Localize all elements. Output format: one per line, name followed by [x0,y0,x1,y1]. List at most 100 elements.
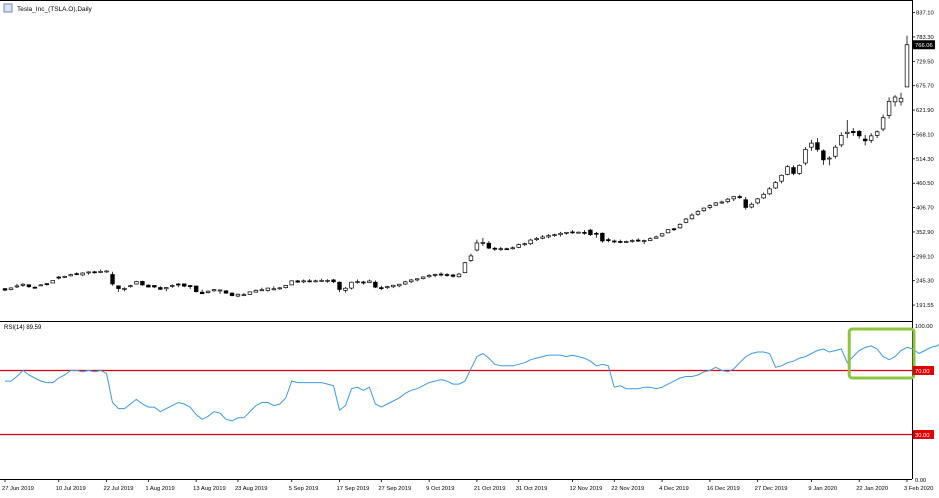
candle-up [845,131,850,134]
candle-up [773,182,778,189]
candle-up [134,281,139,285]
candle-up [540,236,545,239]
candle-down [176,283,181,286]
candle-up [462,262,468,274]
price-axis-tick-label: 299.10 [916,254,934,260]
candle-down [570,231,575,234]
price-axis: 191.55 245.30 299.10 352.90 406.70 460.50 514.… [912,11,935,309]
price-panel[interactable]: 191.55 245.30 299.10 352.90 406.70 460.50 514.… [0,0,935,479]
candle-up [205,290,211,293]
candle-up [468,255,474,261]
price-axis-tick-label: 675.70 [916,84,934,90]
candle-up [414,278,420,281]
candle-up [665,229,671,234]
rsi-panel[interactable]: RSI(14) 89.59 100.00 0.00 70.00 30.00 [0,324,939,484]
candle-up [480,241,486,244]
time-axis-tick-label: 22 Nov 2019 [611,486,644,492]
time-axis-tick-label: 27 Dec 2019 [755,486,788,492]
candle-up [653,236,659,239]
candle-up [695,211,701,215]
price-axis-tick-label: 406.70 [916,206,934,212]
candle-up [50,280,55,284]
last-price-label: 766.06 [915,43,933,49]
candle-down [182,283,187,287]
candle-up [833,146,838,157]
candle-up [456,273,462,278]
candle-down [582,232,587,234]
rsi-label: RSI(14) 89.59 [4,325,42,331]
candle-up [301,280,306,283]
candle-up [247,291,253,295]
time-axis-tick-label: 13 Aug 2019 [193,486,226,492]
rsi-highlight-box [847,327,916,380]
price-axis-tick-label: 245.30 [916,279,934,285]
candle-up [241,294,247,297]
rsi-series-line [5,343,939,422]
candle-down [671,228,677,231]
candle-up [904,44,910,88]
candle-up [707,205,713,208]
candle-down [152,285,157,288]
candle-up [271,288,277,291]
time-axis-tick-label: 31 Oct 2019 [516,486,548,492]
candle-up [809,142,814,148]
rsi-level-30-badge [913,430,934,439]
candle-down [492,247,498,250]
price-axis-tick-label: 621.90 [916,108,934,114]
candle-up [391,284,396,288]
candle-up [408,279,414,283]
candle-down [26,284,32,288]
candle-up [211,289,217,292]
candle-down [56,276,61,279]
time-axis-tick-label: 10 Jul 2019 [56,486,86,492]
candle-up [534,238,539,240]
candle-up [343,287,348,291]
time-axis-tick-label: 9 Oct 2019 [426,486,454,492]
candle-up [797,164,802,174]
candle-down [450,274,456,277]
chart-header: Tesla_Inc_(TSLA.O),Daily [3,3,93,13]
candle-up [265,287,271,291]
candle-down [295,280,300,283]
time-axis-tick-label: 27 Jun 2019 [2,486,34,492]
candle-down [74,273,79,275]
candle-up [624,241,629,243]
rsi-level-70-label: 70.00 [915,369,930,375]
candle-down [32,286,38,289]
candle-down [618,241,623,243]
candle-up [630,240,635,242]
price-axis-tick-label: 837.10 [916,11,934,17]
candle-down [307,280,312,283]
candle-down [187,285,193,287]
candle-down [606,239,611,241]
candle-up [397,283,402,287]
candle-up [725,198,730,202]
time-axis-tick-label: 4 Dec 2019 [659,486,689,492]
candle-up [683,218,689,223]
candle-down [379,287,384,289]
candle-up [689,214,695,220]
candle-down [612,240,617,243]
chart-window-icon [3,3,13,13]
candle-up [516,244,521,248]
candle-up [235,293,241,297]
candle-up [839,135,844,146]
time-axis-tick-label: 16 Dec 2019 [707,486,740,492]
candle-down [337,281,342,290]
candle-up [164,287,169,290]
candle-up [289,280,294,286]
candle-up [713,202,719,206]
chart-title: Tesla_Inc_(TSLA.O),Daily [17,6,93,13]
candle-up [385,286,390,288]
candle-up [641,240,647,242]
time-axis-tick-label: 12 Nov 2019 [569,486,602,492]
candle-up [898,97,904,103]
candle-up [552,234,557,236]
candle-down [851,130,856,134]
time-axis-tick-label: 1 Aug 2019 [145,486,174,492]
candle-up [546,235,551,238]
candle-up [767,188,772,195]
